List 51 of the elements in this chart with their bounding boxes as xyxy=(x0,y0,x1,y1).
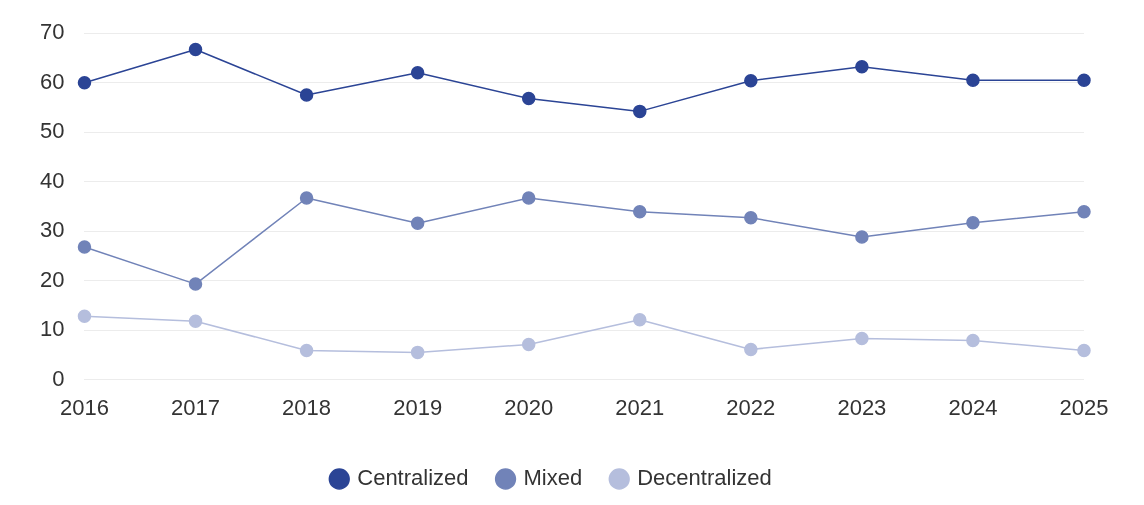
point xyxy=(77,75,92,90)
y-tick-label: 70 xyxy=(39,19,65,45)
point xyxy=(299,88,314,102)
point xyxy=(855,331,869,346)
point xyxy=(521,91,536,106)
point xyxy=(1077,205,1091,219)
x-tick-label: 2019 xyxy=(393,394,443,420)
point xyxy=(633,312,647,327)
legend-label: Mixed xyxy=(523,465,583,491)
point xyxy=(1077,73,1091,87)
point xyxy=(188,314,203,328)
point xyxy=(521,337,536,352)
x-tick-label: 2016 xyxy=(59,394,109,420)
y-tick-label: 0 xyxy=(52,365,65,391)
point xyxy=(299,191,314,205)
y-tick-label: 10 xyxy=(39,316,65,342)
point xyxy=(966,215,980,230)
point xyxy=(299,343,314,358)
y-tick-label: 50 xyxy=(39,118,65,144)
point xyxy=(188,277,203,291)
x-tick-label: 2021 xyxy=(615,394,665,420)
x-tick-label: 2025 xyxy=(1059,394,1109,420)
point xyxy=(855,230,869,244)
point xyxy=(77,309,92,324)
point xyxy=(633,104,647,119)
point xyxy=(744,73,758,88)
point xyxy=(966,333,980,348)
point xyxy=(410,66,425,80)
point xyxy=(633,205,647,219)
legend-label: Decentralized xyxy=(637,465,772,491)
y-tick-label: 20 xyxy=(39,266,65,292)
point xyxy=(1077,343,1091,358)
x-tick-label: 2018 xyxy=(282,394,332,420)
x-tick-label: 2023 xyxy=(837,394,887,420)
point xyxy=(188,42,203,57)
x-tick-label: 2017 xyxy=(171,394,221,420)
point xyxy=(410,216,425,230)
point xyxy=(521,191,536,205)
point xyxy=(77,240,92,254)
point xyxy=(744,342,758,357)
x-tick-label: 2022 xyxy=(726,394,776,420)
y-tick-label: 60 xyxy=(39,68,65,94)
point xyxy=(410,345,425,360)
x-tick-label: 2020 xyxy=(504,394,554,420)
y-tick-label: 30 xyxy=(39,217,65,243)
y-tick-label: 40 xyxy=(39,167,65,193)
point xyxy=(855,60,869,74)
legend-label: Centralized xyxy=(357,465,469,491)
point xyxy=(744,211,758,225)
point xyxy=(966,73,980,87)
x-tick-label: 2024 xyxy=(948,394,998,420)
